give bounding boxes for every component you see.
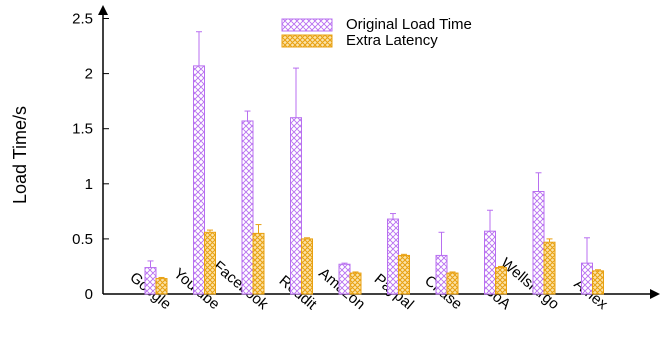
- legend-swatch: [282, 19, 332, 31]
- bar-original-load-time: [388, 219, 399, 294]
- bar-extra-latency: [156, 279, 167, 294]
- legend-label: Original Load Time: [346, 16, 472, 33]
- legend-swatch: [282, 35, 332, 47]
- bar-original-load-time: [242, 121, 253, 294]
- y-tick-label: 1.5: [72, 121, 93, 138]
- bar-extra-latency: [544, 242, 555, 294]
- y-tick-label: 0: [85, 286, 93, 303]
- bar-extra-latency: [447, 273, 458, 294]
- bar-extra-latency: [350, 273, 361, 294]
- bars: [145, 32, 604, 294]
- y-tick-label: 1: [85, 176, 93, 193]
- bar-original-load-time: [291, 118, 302, 294]
- bar-extra-latency: [399, 255, 410, 294]
- bar-extra-latency: [253, 233, 264, 294]
- bar-original-load-time: [145, 268, 156, 294]
- bar-original-load-time: [485, 231, 496, 294]
- bar-extra-latency: [205, 232, 216, 294]
- y-tick-label: 2.5: [72, 11, 93, 28]
- bar-original-load-time: [194, 66, 205, 294]
- bar-original-load-time: [339, 264, 350, 294]
- y-axis-label: Load Time/s: [10, 106, 30, 204]
- bar-original-load-time: [436, 255, 447, 294]
- y-tick-label: 0.5: [72, 231, 93, 248]
- y-tick-label: 2: [85, 66, 93, 83]
- y-axis: 0 0.5 1 1.5 2 2.5: [72, 7, 109, 303]
- bar-original-load-time: [582, 263, 593, 294]
- bar-extra-latency: [496, 268, 507, 294]
- bar-extra-latency: [593, 271, 604, 294]
- bar-extra-latency: [302, 239, 313, 294]
- legend-label: Extra Latency: [346, 32, 438, 49]
- x-axis: GoogleYoutubeFacebookRedditAmazonPaypalC…: [103, 255, 658, 314]
- bar-original-load-time: [533, 192, 544, 294]
